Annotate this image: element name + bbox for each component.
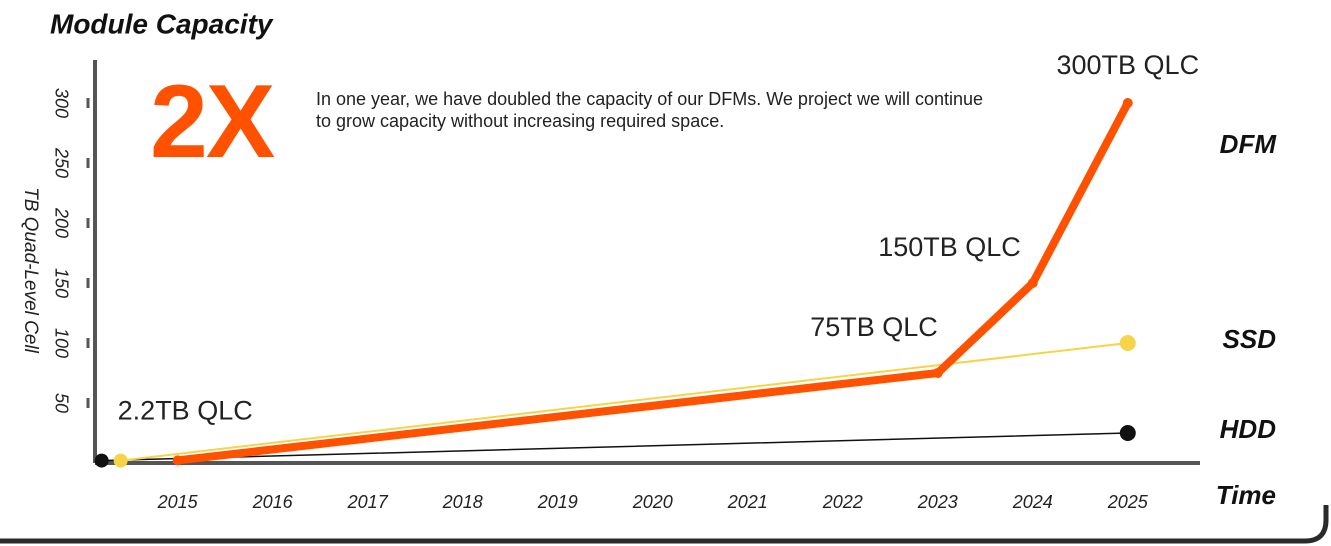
x-tick-label: 2024: [1012, 492, 1053, 512]
x-tick-label: 2023: [917, 492, 958, 512]
x-tick-label: 2018: [442, 492, 483, 512]
callout-text: In one year, we have doubled the capacit…: [316, 89, 984, 131]
value-label: 150TB QLC: [878, 232, 1021, 262]
point: [172, 455, 183, 466]
line-dfm: [173, 99, 1132, 465]
y-tick-label: 200: [51, 207, 71, 238]
series-label: HDD: [1220, 414, 1277, 444]
y-tick-label: 150: [51, 268, 71, 298]
x-tick-label: 2022: [822, 492, 863, 512]
y-tick-label: 300: [51, 88, 71, 118]
point: [1027, 278, 1038, 288]
x-tick-label: 2025: [1107, 492, 1149, 512]
x-tick-label: 2017: [347, 492, 389, 512]
x-axis-label: Time: [1216, 480, 1276, 510]
chart-title: Module Capacity: [50, 8, 274, 39]
line-hdd: [100, 432, 1129, 462]
y-axis-label: TB Quad-Level Cell: [20, 187, 41, 354]
point: [1119, 335, 1136, 351]
y-tick-label: 100: [51, 328, 71, 358]
point: [1122, 98, 1133, 108]
x-tick-label: 2016: [252, 492, 294, 512]
y-tick-label: 50: [51, 393, 71, 413]
value-label: 2.2TB QLC: [118, 395, 253, 425]
callout-headline: 2X: [150, 64, 275, 180]
x-tick-label: 2019: [537, 492, 578, 512]
point: [94, 453, 109, 468]
value-label: 300TB QLC: [1057, 50, 1200, 80]
series-label: SSD: [1223, 324, 1277, 354]
point: [1119, 425, 1136, 441]
y-tick-label: 250: [51, 147, 71, 178]
x-tick-label: 2020: [632, 492, 673, 512]
series-label: DFM: [1220, 129, 1278, 159]
point: [932, 368, 943, 378]
line-ssd: [119, 342, 1129, 462]
point: [113, 453, 128, 468]
x-tick-label: 2015: [157, 492, 199, 512]
x-tick-label: 2021: [727, 492, 768, 512]
value-label: 75TB QLC: [810, 312, 938, 342]
frame: [0, 505, 1329, 544]
